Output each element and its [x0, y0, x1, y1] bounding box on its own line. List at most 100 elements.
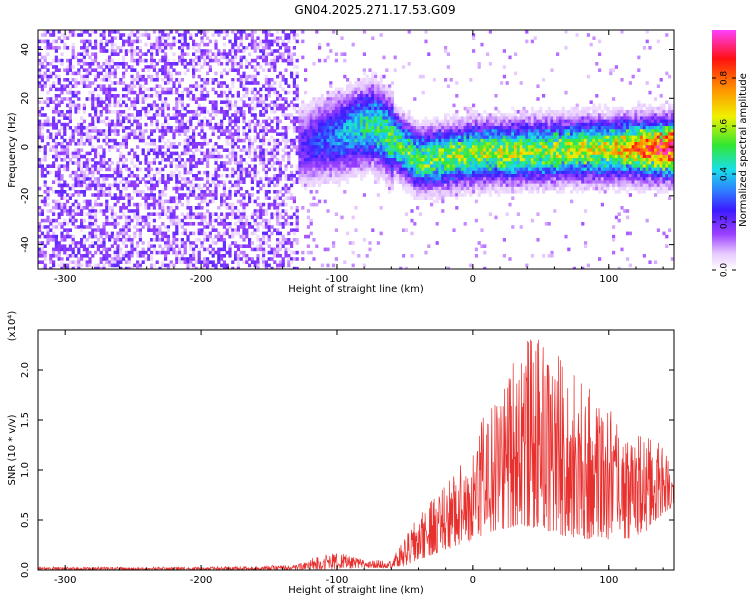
spectrogram-cell [46, 225, 50, 229]
spectrogram-cell [119, 110, 123, 114]
spectrogram-cell [214, 78, 218, 82]
spectrogram-cell [220, 55, 224, 60]
spectrogram-cell [236, 164, 240, 168]
spectrogram-cell [102, 180, 106, 184]
spectrogram-cell [390, 158, 394, 162]
spectrogram-cell [368, 97, 372, 101]
spectrogram-cell [340, 103, 344, 108]
spectrogram-cell [161, 209, 165, 213]
spectrogram-cell [113, 254, 117, 258]
spectrogram-cell [38, 135, 42, 140]
spectrogram-cell [410, 254, 414, 258]
spectrogram-cell [239, 62, 243, 66]
spectrogram-cell [88, 180, 92, 184]
spectrogram-cell [312, 132, 316, 136]
spectrogram-cell [362, 106, 366, 111]
spectrogram-cell [105, 103, 109, 108]
spectrogram-cell [110, 234, 114, 239]
spectrogram-cell [348, 161, 352, 165]
spectrogram-cell [57, 241, 61, 245]
spectrogram-cell [147, 135, 151, 140]
spectrogram-cell [222, 49, 226, 53]
spectrogram-cell [248, 129, 252, 133]
spectrogram-cell [99, 33, 103, 37]
spectrogram-cell [245, 65, 249, 69]
spectrogram-cell [150, 103, 154, 108]
spectrogram-cell [85, 238, 89, 242]
spectrogram-cell [424, 39, 428, 44]
spectrogram-cell [136, 206, 140, 210]
spectrogram-cell [253, 116, 257, 120]
spectrogram-cell [158, 36, 162, 40]
spectrogram-cell [80, 129, 84, 133]
spectrogram-cell [124, 62, 128, 66]
spectrogram-cell [77, 71, 81, 76]
spectrogram-cell [234, 257, 238, 261]
spectrogram-cell [77, 158, 81, 162]
spectrogram-cell [99, 174, 103, 178]
spectrogram-cell [211, 250, 215, 255]
spectrogram-cell [404, 180, 408, 184]
spectrogram-cell [399, 161, 403, 165]
spectrogram-cell [105, 65, 109, 69]
spectrogram-cell [292, 129, 296, 133]
spectrogram-cell [127, 180, 131, 184]
spectrogram-cell [197, 250, 201, 255]
spectrogram-cell [91, 148, 95, 152]
spectrogram-cell [197, 106, 201, 111]
spectrogram-cell [360, 142, 364, 146]
spectrogram-cell [136, 254, 140, 258]
spectrogram-cell [57, 100, 61, 104]
spectrogram-cell [147, 215, 151, 220]
spectrogram-cell [161, 126, 165, 130]
spectrogram-cell [315, 202, 319, 207]
spectrogram-cell [175, 106, 179, 111]
spectrogram-cell [105, 78, 109, 82]
spectrogram-cell [264, 58, 268, 63]
spectrogram-cell [290, 164, 294, 168]
spectrogram-cell [82, 30, 86, 34]
spectrogram-cell [130, 49, 134, 53]
spectrogram-cell [287, 52, 291, 56]
spectrogram-cell [116, 30, 120, 34]
spectrogram-cell [136, 244, 140, 248]
spectrogram-cell [357, 119, 361, 124]
spectrogram-cell [175, 87, 179, 92]
spectrogram-cell [49, 266, 53, 269]
spectrogram-cell [301, 167, 305, 172]
spectrogram-cell [206, 193, 210, 197]
spectrogram-cell [110, 196, 114, 200]
spectrogram-cell [169, 222, 173, 226]
spectrogram-cell [267, 202, 271, 207]
spectrogram-cell [99, 193, 103, 197]
spectrogram-cell [180, 58, 184, 63]
spectrogram-cell [253, 49, 257, 53]
spectrogram-cell [242, 55, 246, 60]
spectrogram-cell [175, 222, 179, 226]
spectrogram-cell [138, 231, 142, 236]
spectrogram-cell [77, 164, 81, 168]
spectrogram-cell [407, 110, 411, 114]
spectrogram-cell [365, 167, 369, 172]
spectrogram-cell [200, 106, 204, 111]
spectrogram-cell [166, 87, 170, 92]
spectrogram-cell [141, 90, 145, 95]
spectrogram-cell [175, 228, 179, 232]
spectrogram-cell [225, 222, 229, 226]
spectrogram-cell [290, 215, 294, 220]
spectrogram-cell [306, 122, 310, 127]
spectrogram-cell [371, 100, 375, 104]
spectrogram-cell [214, 58, 218, 63]
spectrogram-cell [189, 190, 193, 194]
spectrogram-cell [186, 257, 190, 261]
spectrogram-cell [329, 90, 333, 95]
spectrogram-cell [404, 151, 408, 156]
spectrogram-cell [421, 129, 425, 133]
spectrogram-cell [80, 209, 84, 213]
spectrogram-cell [253, 30, 257, 34]
spectrogram-cell [270, 135, 274, 140]
spectrogram-cell [298, 135, 302, 140]
spectrogram-cell [108, 186, 112, 191]
spectrogram-cell [169, 74, 173, 79]
spectrogram-cell [52, 145, 56, 149]
